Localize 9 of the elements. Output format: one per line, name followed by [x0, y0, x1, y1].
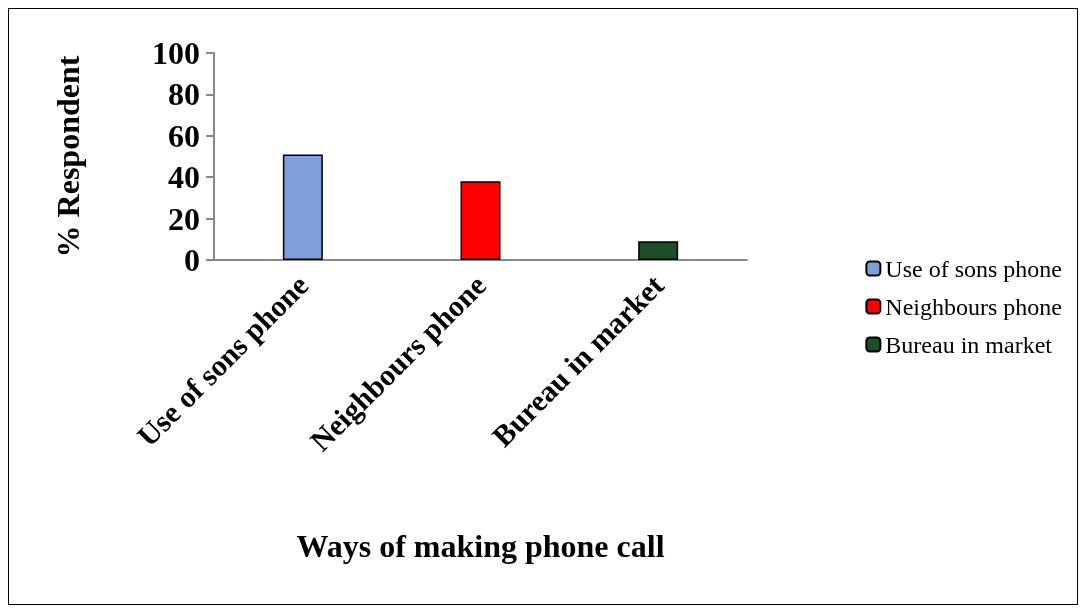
x-axis-title: Ways of making phone call [296, 528, 665, 564]
legend-label: Neighbours phone [885, 293, 1062, 320]
y-tick-label: 20 [168, 200, 200, 237]
y-tick-label: 40 [168, 159, 200, 196]
y-tick-label: 80 [168, 76, 200, 113]
y-tick-label: 100 [152, 35, 200, 71]
y-tick-label: 0 [184, 242, 200, 278]
y-axis-title: % Respondent [50, 55, 86, 258]
y-tick-label: 60 [168, 117, 200, 154]
